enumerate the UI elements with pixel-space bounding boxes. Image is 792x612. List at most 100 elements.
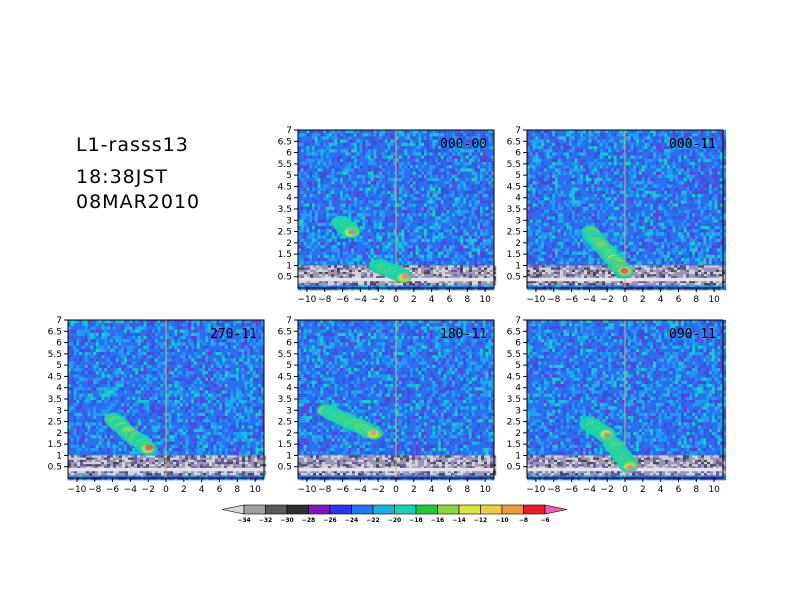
x-tick-label: 4 xyxy=(429,485,435,495)
y-tick-label: 3 xyxy=(56,406,62,416)
x-tick-label: −4 xyxy=(354,295,368,305)
y-tick-label: 7 xyxy=(515,126,521,136)
y-tick-label: 6.5 xyxy=(278,327,292,337)
x-tick-label: 6 xyxy=(217,485,223,495)
x-tick-label: 2 xyxy=(640,295,646,305)
y-tick-label: 3 xyxy=(286,406,292,416)
colorbar-tick-label: −26 xyxy=(323,517,336,524)
y-tick-label: 5.5 xyxy=(48,350,62,360)
x-tick-label: −10 xyxy=(297,295,316,305)
header-title: L1-rasss13 xyxy=(76,134,189,156)
colorbar-segment xyxy=(351,504,374,515)
y-tick-label: 6 xyxy=(286,339,292,349)
panel-label: 180-11 xyxy=(440,327,487,342)
y-tick-label: 2 xyxy=(286,429,292,439)
colorbar-segment xyxy=(415,504,438,515)
y-tick-label: 5.5 xyxy=(278,350,292,360)
y-tick-label: 4.5 xyxy=(278,182,292,192)
panel-label: 270-11 xyxy=(210,327,257,342)
x-tick-label: 0 xyxy=(163,485,169,495)
colorbar-segment xyxy=(286,504,309,515)
x-tick-label: 0 xyxy=(622,295,628,305)
y-tick-label: 6.5 xyxy=(507,137,521,147)
y-tick-label: 4.5 xyxy=(507,182,521,192)
colorbar-tick-label: −28 xyxy=(302,517,315,524)
colorbar-segment xyxy=(458,504,481,515)
y-tick-label: 3.5 xyxy=(48,395,62,405)
x-tick-label: −2 xyxy=(372,485,385,495)
colorbar-segment xyxy=(265,504,288,515)
x-tick-label: −2 xyxy=(142,485,155,495)
x-tick-label: 0 xyxy=(393,295,399,305)
y-tick-label: 2 xyxy=(515,239,521,249)
y-tick-label: 5 xyxy=(515,171,521,181)
x-tick-label: 8 xyxy=(693,485,699,495)
x-tick-label: −8 xyxy=(88,485,102,495)
header-date: 08MAR2010 xyxy=(76,191,200,213)
y-tick-label: 1.5 xyxy=(278,440,292,450)
y-tick-label: 4 xyxy=(286,194,292,204)
y-tick-label: 1 xyxy=(515,261,521,271)
panel-echo-feature xyxy=(580,225,634,279)
x-tick-label: −4 xyxy=(124,485,138,495)
panel-echo-feature xyxy=(104,412,158,456)
y-tick-label: 1 xyxy=(286,261,292,271)
y-tick-label: 1.5 xyxy=(507,250,521,260)
y-tick-label: 5 xyxy=(286,171,292,181)
x-tick-label: 0 xyxy=(622,485,628,495)
x-tick-label: −6 xyxy=(565,485,579,495)
x-tick-label: 0 xyxy=(393,485,399,495)
y-tick-label: 2.5 xyxy=(507,228,521,238)
panel-echo-feature xyxy=(601,435,639,474)
y-tick-label: 3 xyxy=(515,216,521,226)
y-tick-label: 4 xyxy=(286,384,292,394)
y-tick-label: 5.5 xyxy=(507,160,521,170)
x-tick-label: −10 xyxy=(526,485,545,495)
x-tick-label: 2 xyxy=(411,295,417,305)
x-tick-label: 4 xyxy=(658,485,664,495)
y-tick-label: 4.5 xyxy=(48,372,62,382)
x-tick-label: 6 xyxy=(447,295,453,305)
x-tick-label: −8 xyxy=(547,485,561,495)
panel-ground-clutter xyxy=(68,455,267,476)
colorbar-tick-label: −30 xyxy=(280,517,293,524)
colorbar-min-arrow xyxy=(221,504,245,515)
y-tick-label: 3.5 xyxy=(278,395,292,405)
colorbar-tick-label: −16 xyxy=(431,517,444,524)
y-tick-label: 2.5 xyxy=(48,418,62,428)
x-tick-label: −6 xyxy=(106,485,120,495)
panel-label: 000-00 xyxy=(440,137,487,152)
colorbar-segment xyxy=(308,504,331,515)
y-tick-label: 3.5 xyxy=(278,205,292,215)
y-tick-label: 5 xyxy=(286,361,292,371)
x-tick-label: −10 xyxy=(526,295,545,305)
colorbar-tick-label: −8 xyxy=(519,517,528,524)
colorbar-tick-label: −14 xyxy=(452,517,465,524)
y-tick-label: 6.5 xyxy=(278,137,292,147)
y-tick-label: 2 xyxy=(515,429,521,439)
panel-000-11: 0.511.522.533.544.555.566.57−10 −8 −6 −4 −2 0… xyxy=(507,126,727,305)
y-tick-label: 3 xyxy=(515,406,521,416)
panel-180-11: 0.511.522.533.544.555.566.57−10 −8 −6 −4 −2 0… xyxy=(278,316,497,495)
colorbar-tick-label: −24 xyxy=(345,517,358,524)
panel-270-11: 0.511.522.533.544.555.566.57−10 −8 −6 −4 −2 0… xyxy=(48,316,267,495)
panel-ground-clutter xyxy=(527,265,726,286)
x-tick-label: −2 xyxy=(601,295,614,305)
panel-label: 000-11 xyxy=(669,137,716,152)
y-tick-label: 1.5 xyxy=(278,250,292,260)
y-tick-label: 6 xyxy=(515,339,521,349)
y-tick-label: 1.5 xyxy=(48,440,62,450)
y-tick-label: 2.5 xyxy=(278,418,292,428)
x-tick-label: −8 xyxy=(318,485,332,495)
x-tick-label: 2 xyxy=(181,485,187,495)
x-tick-label: 8 xyxy=(234,485,240,495)
colorbar-segment xyxy=(523,504,546,515)
panel-echo-feature xyxy=(579,416,617,442)
x-tick-label: 6 xyxy=(676,485,682,495)
x-tick-label: −10 xyxy=(67,485,86,495)
colorbar: −34 −32 −30 −28 −26 −24 −22 −20 −18 −16 −14 −12 −10 −… xyxy=(221,504,568,524)
x-tick-label: 8 xyxy=(464,485,470,495)
panel-echo-feature xyxy=(330,215,361,239)
colorbar-tick-label: −12 xyxy=(474,517,487,524)
colorbar-tick-label: −34 xyxy=(237,517,250,524)
